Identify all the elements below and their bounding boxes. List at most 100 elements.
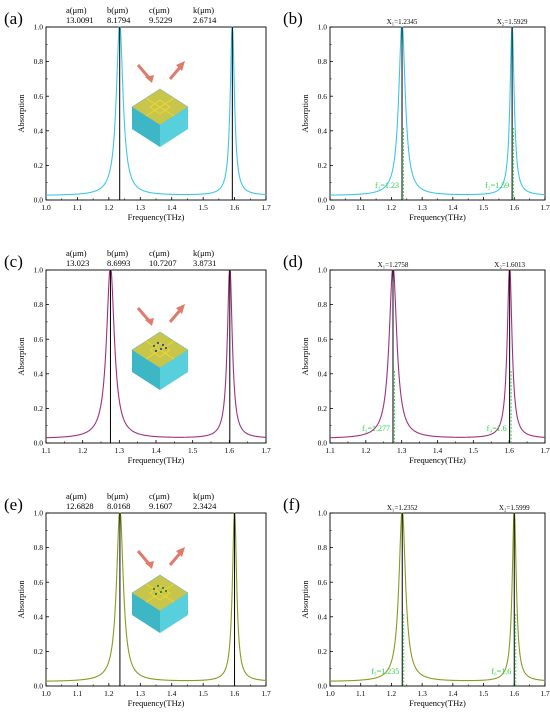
panel-c: (c) 1.1 1.2 1.3 1.4 1.5 1.6 1.7 0.0 0.2 0.4 0.6 0.8 1… — [4, 248, 271, 465]
marker-label: f₄=1.6 — [487, 424, 507, 433]
panel-label: (f) — [283, 495, 300, 514]
y-tick-label: 0.2 — [34, 161, 44, 170]
panel-a: (a)1.0 1.1 1.2 1.3 1.4 1.5 1.6 1.70.00.20.40.60… — [4, 5, 271, 222]
x-axis-ticks: 1.1 1.2 1.3 1.4 1.5 1.6 1.7 — [325, 440, 550, 455]
marker-label: f₅=1.235 — [371, 667, 399, 676]
x-tick-label: 1.3 — [136, 203, 146, 212]
parameter-name: b(μm) — [107, 248, 128, 258]
reflected-arrowhead — [176, 304, 185, 314]
y-tick-label: 0.8 — [318, 300, 328, 309]
y-tick-label: 0.6 — [34, 92, 44, 101]
marker-label: f₃=1.277 — [362, 424, 390, 433]
y-tick-label: 1.0 — [318, 509, 328, 518]
panel-label: (c) — [4, 252, 23, 271]
particle-dot — [156, 584, 160, 588]
x-tick-label: 1.1 — [325, 446, 335, 455]
y-axis-ticks: 0.0 0.2 0.4 0.6 0.8 1.0 — [34, 23, 49, 205]
x-tick-label: 1.1 — [356, 203, 366, 212]
cube-left-face — [132, 593, 160, 633]
y-axis-label: Absorption — [16, 94, 26, 133]
incident-arrowhead — [145, 318, 154, 326]
incident-wave-arrows — [136, 547, 185, 569]
x-tick-label: 1.0 — [325, 203, 335, 212]
x-tick-label: 1.3 — [136, 689, 146, 698]
parameter-value: 9.1607 — [149, 501, 172, 511]
x-tick-label: 1.6 — [230, 203, 240, 212]
x-axis-label: Frequency(THz) — [128, 698, 185, 708]
x-axis-ticks: 1.0 1.1 1.2 1.3 1.4 1.5 1.6 1.7 — [41, 683, 271, 698]
x-tick-label: 1.2 — [361, 446, 371, 455]
parameter-table: a(μm)12.6828 b(μm)8.0168 c(μm)9.1607 k(μm)2… — [66, 491, 217, 511]
peak-annotation: X₁=1.2758 — [378, 261, 409, 269]
particle-dot — [161, 343, 165, 347]
particle-dots — [152, 584, 168, 596]
x-axis-label: Frequency(THz) — [128, 212, 185, 222]
y-axis-label: Absorption — [300, 580, 310, 619]
incident-arrowhead — [145, 561, 154, 569]
y-axis-ticks: 0.0 0.2 0.4 0.6 0.8 1.0 — [34, 266, 49, 448]
parameter-value: 12.6828 — [66, 501, 94, 511]
particle-dot — [161, 586, 165, 590]
y-tick-label: 0.0 — [318, 196, 328, 205]
x-tick-label: 1.3 — [417, 689, 427, 698]
resonator-arm — [145, 583, 175, 603]
y-axis-label: Absorption — [300, 94, 310, 133]
particle-dots — [152, 341, 168, 353]
x-tick-label: 1.7 — [261, 689, 271, 698]
particle-dot — [154, 592, 158, 596]
reflected-arrowhead — [176, 61, 185, 71]
particle-dot — [164, 589, 168, 593]
panel-label: (e) — [4, 495, 23, 514]
x-tick-label: 1.2 — [387, 203, 397, 212]
particle-dot — [159, 590, 163, 594]
x-tick-label: 1.2 — [104, 203, 114, 212]
parameter-value: 13.0091 — [66, 15, 94, 25]
x-axis-label: Frequency(THz) — [128, 455, 185, 465]
peak-annotation: X₁=1.2345 — [387, 18, 418, 26]
x-tick-label: 1.0 — [41, 203, 51, 212]
y-tick-label: 0.2 — [34, 647, 44, 656]
resonator-ring — [149, 99, 171, 115]
y-tick-label: 0.8 — [34, 57, 44, 66]
parameter-name: k(μm) — [193, 491, 214, 501]
absorption-curve — [329, 269, 546, 439]
x-tick-label: 1.5 — [198, 203, 208, 212]
panel-b: (b)1.0 1.1 1.2 1.3 1.4 1.5 1.6 1.70.00.20.40.60… — [283, 9, 550, 222]
y-axis-label: Absorption — [16, 337, 26, 376]
parameter-name: a(μm) — [66, 5, 87, 15]
x-axis-label: Frequency(THz) — [409, 212, 466, 222]
y-tick-label: 0.0 — [34, 682, 44, 691]
x-tick-label: 1.4 — [167, 203, 177, 212]
unit-cell-inset — [131, 304, 189, 390]
x-tick-label: 1.7 — [540, 689, 550, 698]
incident-arrowhead — [145, 75, 154, 83]
parameter-value: 2.6714 — [193, 15, 217, 25]
y-tick-label: 0.0 — [34, 439, 44, 448]
x-tick-label: 1.3 — [397, 446, 407, 455]
x-tick-label: 1.7 — [540, 203, 550, 212]
cube-left-face — [132, 107, 160, 147]
y-tick-label: 0.4 — [318, 612, 328, 621]
y-axis-ticks: 0.0 0.2 0.4 0.6 0.8 1.0 — [318, 23, 333, 205]
y-tick-label: 1.0 — [34, 23, 44, 32]
particle-dot — [154, 349, 158, 353]
x-tick-label: 1.7 — [261, 203, 271, 212]
x-tick-label: 1.3 — [417, 203, 427, 212]
marker-label: f₂=1.59 — [485, 181, 509, 190]
peak-annotation: X₂=1.5929 — [497, 18, 528, 26]
parameter-value: 8.1794 — [107, 15, 131, 25]
x-tick-label: 1.2 — [387, 689, 397, 698]
absorption-curve — [329, 26, 546, 196]
particle-dot — [164, 346, 168, 350]
parameter-table: a(μm)13.0091 b(μm)8.1794 c(μm)9.5229 k(μm)2… — [66, 5, 217, 25]
parameter-name: k(μm) — [193, 5, 214, 15]
parameter-value: 9.5229 — [149, 15, 172, 25]
marker-label: f₁=1.23 — [375, 181, 399, 190]
y-tick-label: 1.0 — [318, 266, 328, 275]
absorption-curve — [45, 26, 267, 196]
y-tick-label: 0.6 — [318, 335, 328, 344]
x-tick-label: 1.1 — [41, 446, 51, 455]
absorption-curve — [46, 512, 267, 682]
incident-wave-arrows — [136, 304, 185, 326]
x-axis-label: Frequency(THz) — [409, 698, 466, 708]
